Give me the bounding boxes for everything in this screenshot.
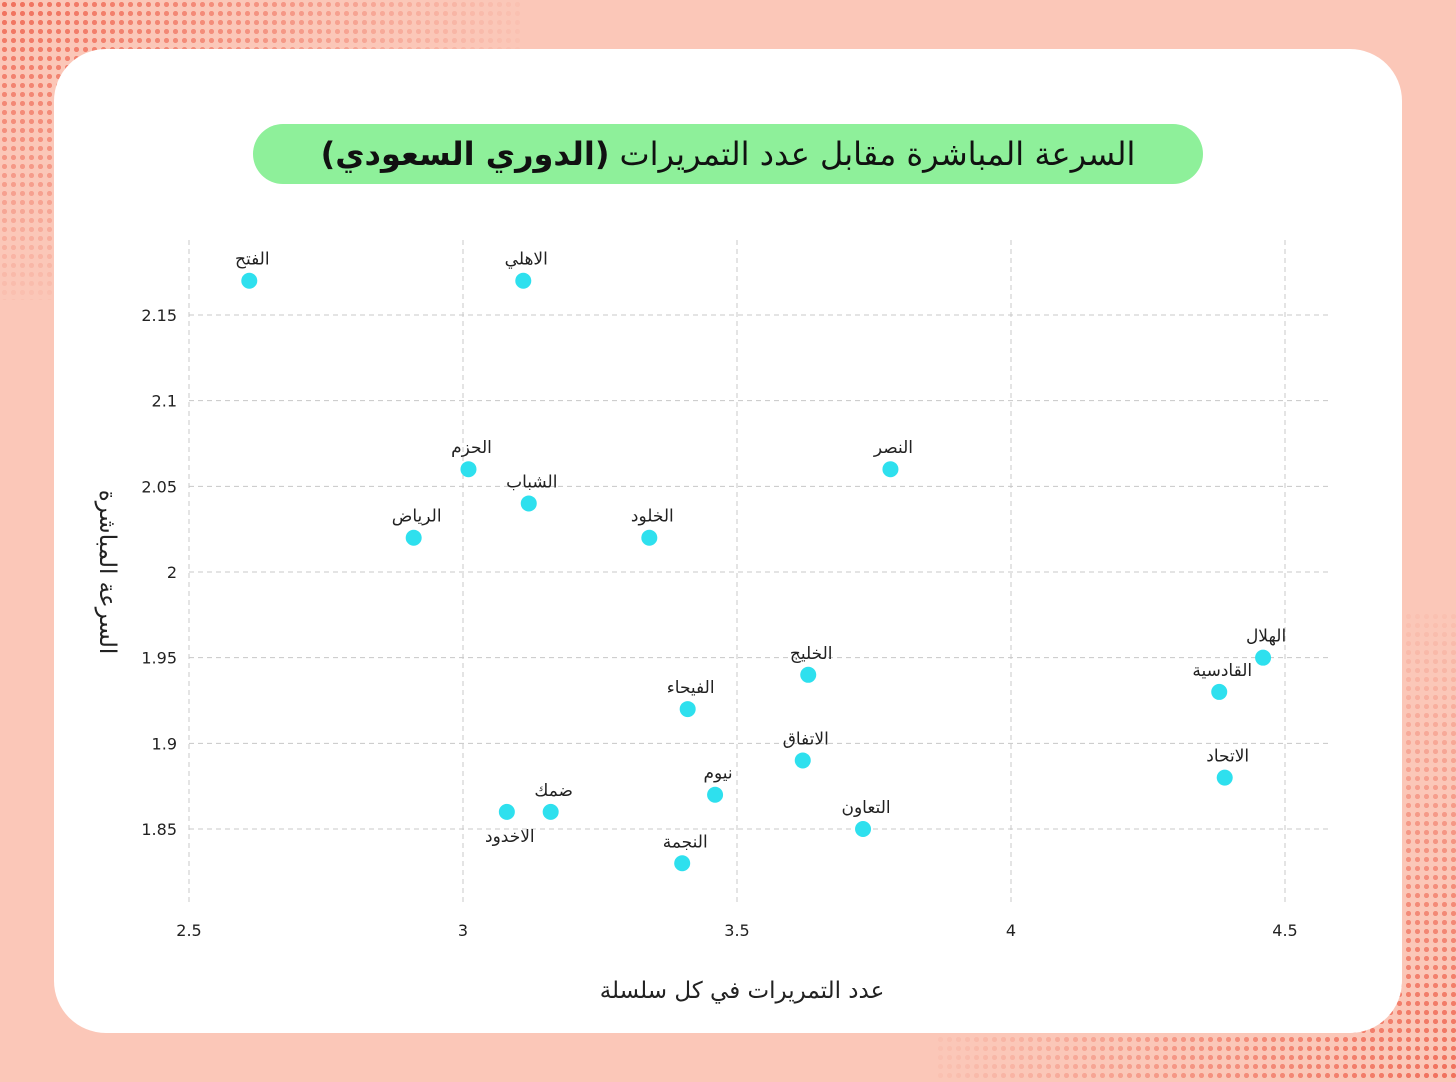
point-label: الاهلي [505,250,548,270]
point-label: الشباب [506,472,557,492]
y-tick-label: 1.9 [152,734,177,753]
data-point [1211,683,1228,700]
point-label: نيوم [703,764,732,784]
data-point [542,803,559,820]
chart-title-league: (الدوري السعودي) [320,135,610,173]
data-point [855,821,872,837]
data-point [794,752,811,769]
data-point [674,855,691,872]
data-point [498,803,515,820]
point-label: الخلود [631,507,674,527]
point-label: الاخدود [485,827,535,847]
point-label: النجمة [663,832,708,852]
data-point [707,786,724,803]
x-tick-label: 2.5 [176,921,201,940]
x-tick-label: 4 [1006,921,1016,940]
point-label: الرياض [392,507,442,527]
data-point [515,272,532,289]
chart-title: السرعة المباشرة مقابل عدد التمريرات (الد… [253,124,1203,184]
data-point [800,666,817,683]
x-tick-labels: 2.5 3 3.5 4 4.5 [176,921,1297,940]
y-tick-label: 2 [167,563,177,582]
point-label: الفيحاء [667,678,715,698]
data-point [520,495,537,512]
grid-lines [188,240,1332,903]
data-point [460,461,477,478]
point-label: الهلال [1246,627,1286,647]
y-axis-label: السرعة المباشرة [94,490,120,655]
point-label: الاتفاق [783,729,829,749]
data-point [641,529,658,546]
point-label: الفتح [235,250,270,270]
x-tick-label: 3 [458,921,468,940]
data-point [405,529,422,546]
x-axis-label: عدد التمريرات في كل سلسلة [600,978,885,1004]
x-tick-label: 4.5 [1272,921,1297,940]
chart-card: السرعة المباشرة مقابل عدد التمريرات (الد… [54,49,1402,1033]
y-tick-label: 1.95 [141,649,177,668]
y-tick-label: 2.1 [152,392,177,411]
data-point [1255,649,1272,666]
y-tick-labels: 1.85 1.9 1.95 2 2.05 2.1 2.15 [141,306,177,839]
y-tick-label: 2.15 [141,306,177,325]
data-point [882,461,899,478]
chart-title-main: السرعة المباشرة مقابل عدد التمريرات [619,135,1136,173]
data-point [679,701,696,718]
point-label: النصر [873,438,913,458]
point-label: الاتحاد [1206,747,1249,767]
y-tick-label: 1.85 [141,820,177,839]
y-tick-label: 2.05 [141,477,177,496]
point-label: الحزم [451,438,492,458]
point-label: التعاون [841,798,890,818]
data-point [241,272,258,289]
point-label: القادسية [1192,661,1252,681]
data-point [1216,769,1233,786]
x-tick-label: 3.5 [724,921,749,940]
data-points: الفتح الاهلي الحزم النصر الشباب الرياض الخلود ا… [235,250,1286,872]
point-label: الخليج [790,644,833,664]
point-label: ضمك [534,781,573,801]
